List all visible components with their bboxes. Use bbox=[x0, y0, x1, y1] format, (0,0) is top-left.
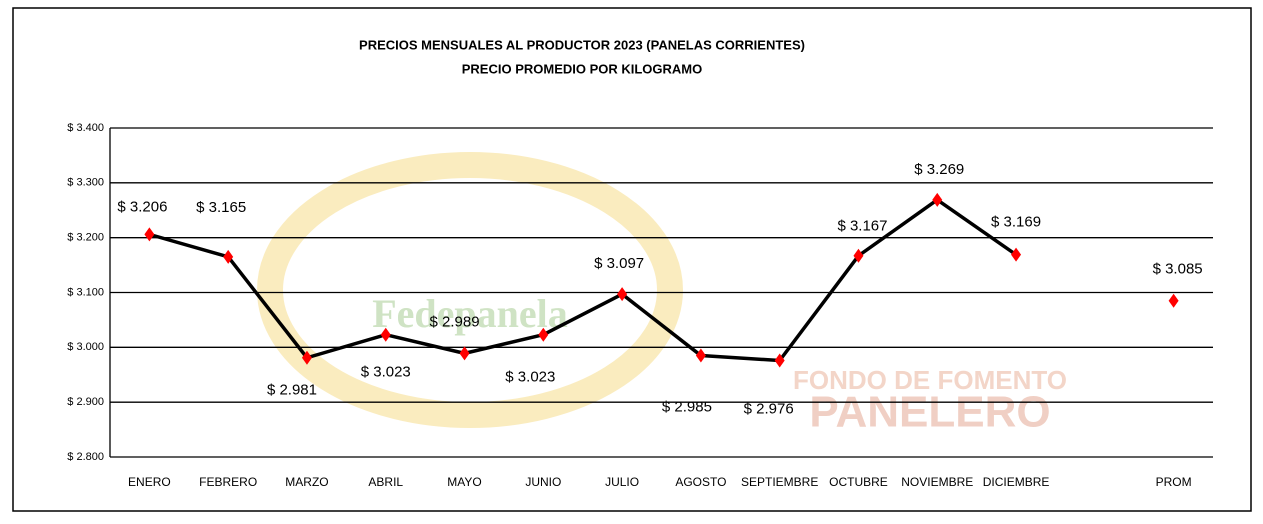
page: Fedepanela FONDO DE FOMENTO PANELERO PRE… bbox=[0, 0, 1263, 524]
x-tick-label: DICIEMBRE bbox=[983, 475, 1050, 489]
data-label: $ 3.169 bbox=[991, 214, 1041, 231]
x-tick-label: MAYO bbox=[447, 475, 481, 489]
data-label: $ 3.023 bbox=[361, 364, 411, 381]
data-label: $ 3.023 bbox=[505, 369, 555, 386]
data-label: $ 3.085 bbox=[1153, 261, 1203, 278]
x-tick-label: ENERO bbox=[128, 475, 171, 489]
y-tick-label: $ 3.100 bbox=[67, 286, 104, 298]
chart-subtitle: PRECIO PROMEDIO POR KILOGRAMO bbox=[462, 61, 703, 76]
x-tick-label: JULIO bbox=[605, 475, 639, 489]
y-tick-label: $ 3.200 bbox=[67, 232, 104, 244]
y-tick-label: $ 2.900 bbox=[67, 396, 104, 408]
y-tick-label: $ 3.400 bbox=[67, 122, 104, 134]
x-tick-label: MARZO bbox=[285, 475, 328, 489]
data-label: $ 2.981 bbox=[267, 382, 317, 399]
data-label: $ 2.985 bbox=[662, 399, 712, 416]
data-label: $ 2.989 bbox=[430, 313, 480, 330]
x-tick-label: PROM bbox=[1156, 475, 1192, 489]
chart-title: PRECIOS MENSUALES AL PRODUCTOR 2023 (PAN… bbox=[359, 37, 805, 52]
x-tick-label: SEPTIEMBRE bbox=[741, 475, 818, 489]
x-tick-label: FEBRERO bbox=[199, 475, 257, 489]
x-tick-label: NOVIEMBRE bbox=[901, 475, 973, 489]
watermark-text: PANELERO bbox=[809, 388, 1050, 437]
x-tick-label: ABRIL bbox=[368, 475, 403, 489]
data-label: $ 2.976 bbox=[744, 400, 794, 417]
y-tick-label: $ 3.000 bbox=[67, 341, 104, 353]
x-tick-label: OCTUBRE bbox=[829, 475, 888, 489]
data-label: $ 3.167 bbox=[837, 218, 887, 235]
x-tick-label: AGOSTO bbox=[675, 475, 726, 489]
chart: Fedepanela FONDO DE FOMENTO PANELERO PRE… bbox=[0, 0, 1263, 519]
y-tick-label: $ 2.800 bbox=[67, 451, 104, 463]
data-label: $ 3.165 bbox=[196, 199, 246, 216]
x-tick-label: JUNIO bbox=[525, 475, 561, 489]
data-label: $ 3.097 bbox=[594, 255, 644, 272]
y-tick-label: $ 3.300 bbox=[67, 177, 104, 189]
data-label: $ 3.206 bbox=[117, 198, 167, 215]
data-label: $ 3.269 bbox=[914, 161, 964, 178]
